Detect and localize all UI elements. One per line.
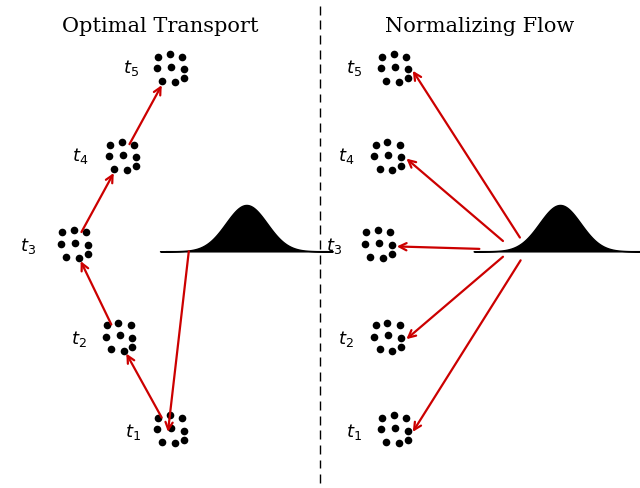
Text: $t_5$: $t_5$ — [346, 59, 362, 78]
Text: $t_2$: $t_2$ — [338, 329, 354, 349]
Text: Normalizing Flow: Normalizing Flow — [385, 17, 575, 36]
Text: $t_4$: $t_4$ — [337, 146, 354, 166]
Text: $t_3$: $t_3$ — [20, 237, 36, 256]
Text: $t_4$: $t_4$ — [72, 146, 88, 166]
Text: $t_5$: $t_5$ — [123, 59, 139, 78]
Text: $t_2$: $t_2$ — [70, 329, 86, 349]
Text: $t_1$: $t_1$ — [346, 422, 362, 442]
Text: Optimal Transport: Optimal Transport — [61, 17, 259, 36]
Text: $t_3$: $t_3$ — [326, 237, 342, 256]
Text: $t_1$: $t_1$ — [125, 422, 141, 442]
